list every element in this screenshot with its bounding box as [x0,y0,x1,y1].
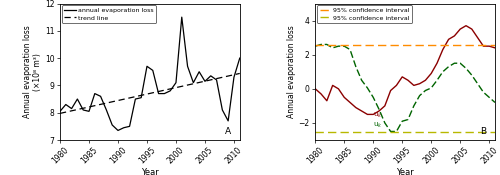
trend line [162,89,168,91]
trend line [138,94,144,96]
trend line [104,102,110,104]
annual evaporation loss [57,110,63,112]
trend line [214,78,220,80]
annual evaporation loss [173,82,179,84]
trend line [121,98,127,100]
trend line [132,96,138,98]
annual evaporation loss [98,95,103,97]
annual evaporation loss [225,120,231,122]
trend line [156,90,162,93]
trend line [109,101,115,103]
trend line [208,79,214,81]
Line: annual evaporation loss: annual evaporation loss [60,17,240,130]
Text: u$_k$: u$_k$ [373,111,382,120]
Text: u$_k$: u$_k$ [373,121,382,130]
annual evaporation loss [144,65,150,67]
trend line [173,87,179,89]
annual evaporation loss [104,109,110,111]
trend line [150,92,156,94]
annual evaporation loss [202,80,208,82]
trend line [115,99,121,102]
trend line [190,83,196,85]
annual evaporation loss [138,97,144,99]
annual evaporation loss [156,93,162,95]
annual evaporation loss [115,129,121,131]
annual evaporation loss [63,103,69,106]
annual evaporation loss [231,76,237,78]
trend line [126,97,132,99]
annual evaporation loss [196,71,202,73]
annual evaporation loss [80,109,86,111]
annual evaporation loss [68,108,74,110]
X-axis label: Year: Year [396,168,414,175]
trend line [57,112,63,114]
trend line [98,103,103,105]
trend line [92,105,98,107]
Text: A: A [224,127,231,136]
annual evaporation loss [208,75,214,77]
Y-axis label: Annual evaporation loss
(×10⁸ m³): Annual evaporation loss (×10⁸ m³) [22,25,42,118]
Legend: annual evaporation loss, trend line: annual evaporation loss, trend line [62,5,156,23]
Line: trend line: trend line [60,74,240,113]
annual evaporation loss [109,124,115,126]
annual evaporation loss [150,69,156,71]
annual evaporation loss [132,98,138,100]
trend line [86,106,92,108]
trend line [225,75,231,77]
trend line [179,85,185,87]
trend line [68,110,74,112]
Legend: 95% confidence interval, 95% confidence interval: 95% confidence interval, 95% confidence … [317,5,412,23]
annual evaporation loss [167,90,173,92]
annual evaporation loss [162,93,168,95]
trend line [80,107,86,109]
annual evaporation loss [190,82,196,84]
annual evaporation loss [92,93,98,95]
annual evaporation loss [121,127,127,129]
trend line [167,88,173,90]
trend line [237,72,243,75]
trend line [144,93,150,95]
annual evaporation loss [220,109,226,111]
trend line [202,80,208,82]
annual evaporation loss [237,57,243,59]
X-axis label: Year: Year [141,168,159,175]
annual evaporation loss [74,98,80,100]
Y-axis label: Annual evaporation loss: Annual evaporation loss [287,25,296,118]
annual evaporation loss [86,110,92,112]
Text: B: B [480,127,486,136]
trend line [184,84,190,86]
trend line [196,81,202,83]
trend line [231,74,237,76]
annual evaporation loss [126,125,132,127]
trend line [74,108,80,111]
annual evaporation loss [179,16,185,18]
annual evaporation loss [184,65,190,67]
trend line [63,111,69,113]
trend line [220,76,226,78]
annual evaporation loss [214,79,220,81]
